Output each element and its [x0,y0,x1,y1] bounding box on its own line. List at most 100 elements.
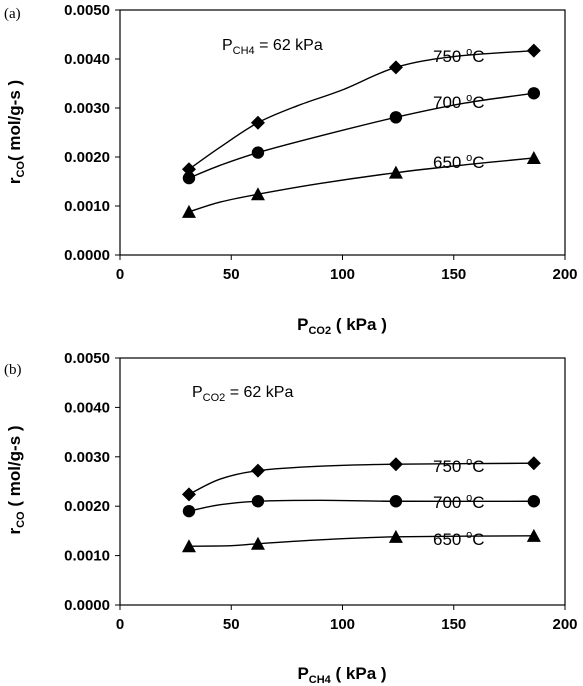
data-point-triangle [526,150,541,164]
text-main: r [5,528,24,535]
text-main: 650 [433,530,466,549]
data-point-triangle [388,529,403,543]
data-point-diamond [250,115,265,130]
y-tick-label: 0.0050 [64,350,110,367]
plot-frame [119,9,566,256]
y-tick-label: 0.0040 [64,399,110,416]
data-point-diamond [388,457,403,472]
text-rest: C [472,457,484,476]
series-label: 700 oC [433,492,485,512]
text-subscript: CH4 [233,45,255,57]
data-point-triangle [250,187,265,201]
text-main: P [222,37,233,54]
text-main: P [297,664,308,683]
y-tick-label: 0.0050 [64,2,110,19]
text-subscript: CO [15,161,27,178]
x-tick-label: 200 [552,266,577,283]
series-label: 750 oC [433,456,485,476]
data-point-circle [527,87,541,100]
chart-panel-b: 0.0000 0.0010 0.0020 0.0030 0.0040 0.0050 0 50 1… [4,350,578,686]
text-superscript: o [466,92,472,104]
text-rest: ( mol/g-s ) [5,80,24,161]
data-point-diamond [250,463,265,478]
data-point-diamond [388,60,403,75]
panel-label: (a) [4,6,21,22]
data-point-diamond [181,487,196,502]
text-subscript: CO2 [308,325,331,337]
x-tick-label: 100 [330,616,355,633]
plot-frame [119,357,566,606]
text-superscript: o [466,529,472,541]
chart-panel-a: 0.0000 0.0010 0.0020 0.0030 0.0040 0.0050 0 50 1… [4,2,578,337]
text-rest: C [472,153,484,172]
x-axis-label: PCO2 ( kPa ) [297,315,387,337]
x-tick-label: 50 [223,266,240,283]
data-point-circle [182,171,196,185]
data-point-circle [182,504,196,518]
y-tick-label: 0.0000 [64,597,110,614]
y-axis-label: rCO( mol/g-s ) [5,80,27,184]
data-point-circle [389,495,403,508]
text-subscript: CO2 [203,392,226,404]
text-main: 750 [433,457,466,476]
y-tick-label: 0.0020 [64,149,110,166]
series-label: 650 oC [433,529,485,549]
y-tick-label: 0.0010 [64,198,110,215]
x-axis-label: PCH4 ( kPa ) [297,664,386,686]
panel-label: (b) [4,362,22,378]
data-point-triangle [181,204,196,218]
y-tick-label: 0.0030 [64,100,110,117]
series-label: 750 oC [433,46,485,66]
series-label: 700 oC [433,92,485,112]
data-point-triangle [388,165,403,179]
x-tick-label: 50 [223,616,240,633]
data-point-circle [251,146,265,159]
text-main: P [192,384,203,401]
text-subscript: CH4 [309,674,332,686]
x-tick-label: 150 [441,266,466,283]
text-superscript: o [466,46,472,58]
data-point-diamond [526,43,541,58]
series-line-diamond [188,462,534,495]
text-main: P [297,315,308,334]
data-point-diamond [526,456,541,471]
y-axis-label: rCO ( mol/g-s ) [5,425,27,534]
y-tick-label: 0.0030 [64,449,110,466]
series-line-circle [188,92,534,179]
y-tick-label: 0.0020 [64,498,110,515]
data-point-diamond [181,162,196,177]
text-main: 650 [433,153,466,172]
series-line-triangle [188,535,534,547]
text-superscript: o [466,492,472,504]
text-superscript: o [466,456,472,468]
data-point-triangle [250,536,265,550]
text-subscript: CO [15,511,27,528]
text-rest: ( mol/g-s ) [5,425,24,511]
text-rest: ( kPa ) [331,315,387,334]
text-main: 700 [433,93,466,112]
text-rest: C [472,493,484,512]
text-main: r [5,177,24,184]
y-tick-label: 0.0000 [64,247,110,264]
text-rest: = 62 kPa [255,37,323,54]
x-tick-label: 100 [330,266,355,283]
text-rest: ( kPa ) [331,664,387,683]
y-tick-label: 0.0010 [64,548,110,565]
text-main: 750 [433,47,466,66]
x-tick-label: 0 [116,616,124,633]
data-point-circle [527,495,541,508]
x-tick-label: 200 [552,616,577,633]
data-point-circle [251,495,265,508]
condition-annotation: PCO2 = 62 kPa [192,384,293,404]
series-line-diamond [188,49,534,170]
text-rest: = 62 kPa [225,384,293,401]
text-rest: C [472,530,484,549]
text-rest: C [472,93,484,112]
series-line-triangle [188,157,534,213]
x-tick-label: 0 [116,266,124,283]
text-rest: C [472,47,484,66]
condition-annotation: PCH4 = 62 kPa [222,37,323,57]
y-tick-label: 0.0040 [64,51,110,68]
text-superscript: o [466,152,472,164]
